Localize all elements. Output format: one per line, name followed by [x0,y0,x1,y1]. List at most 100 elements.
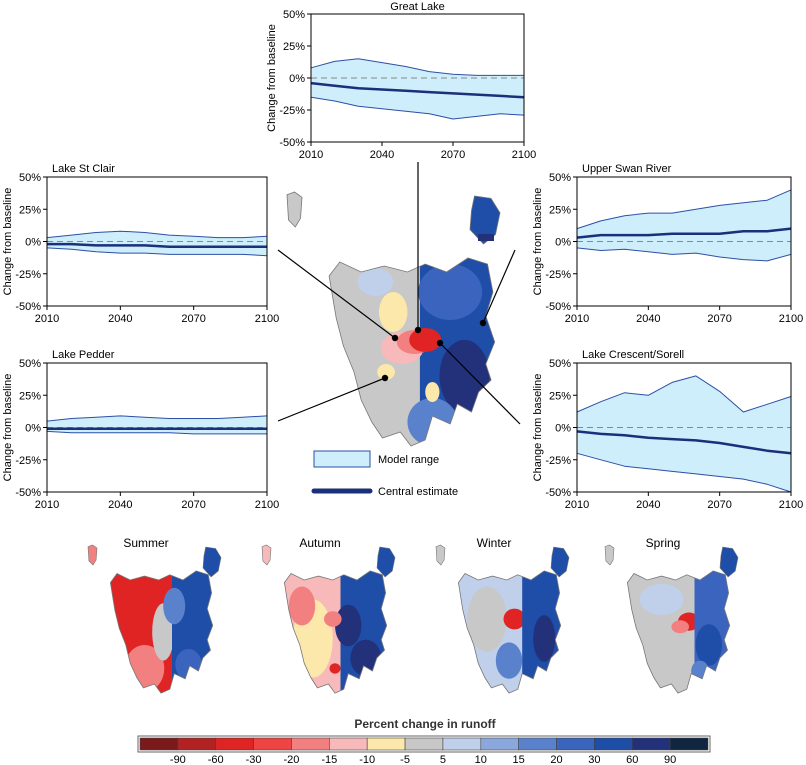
model-range-swatch [313,450,371,468]
range-upper-line [46,415,268,422]
y-axis-label: Change from baseline [532,188,544,296]
y-tick-label: 25% [549,204,571,216]
cape-barren-island [478,234,494,241]
colorbar-tick-label: 90 [664,754,676,765]
runoff-raster [110,570,213,694]
y-tick-label: -50% [15,301,41,313]
x-tick-label: 2010 [35,313,59,325]
coastline [626,570,731,694]
y-tick-label: 0% [25,423,41,435]
panel-upper-swan-river: 50% 25% 0% -25% -50%2010 2040 2070 2100 Upper Sw… [532,163,803,325]
panel-title: Upper Swan River [582,163,672,175]
coastline [328,257,496,447]
model-range-band [577,375,791,492]
runoff-zone [639,583,684,616]
y-tick-label: 50% [19,172,41,184]
x-tick-label: 2070 [441,149,465,161]
colorbar-segment [177,737,217,751]
runoff-zone [175,648,202,681]
range-lower-line [46,430,267,435]
king-island [286,191,303,228]
colorbar-segment [139,737,179,751]
site-marker [414,326,422,334]
x-tick-label: 2100 [255,499,279,511]
chart-legend: Model range Central estimate [311,450,458,498]
range-lower-line [576,452,792,493]
y-tick-label: 0% [555,237,571,249]
coastline [283,570,388,694]
colorbar-segment [631,737,671,751]
range-upper-line [576,375,792,413]
season-map-spring: Spring [604,536,739,694]
king-island [435,544,446,566]
panel-title: Lake Pedder [52,349,115,361]
bass-strait-islands [286,191,501,245]
colorbar-segment [329,737,368,751]
runoff-zone [439,340,490,412]
runoff-zone [425,382,440,402]
colorbar-tick-label: -5 [400,754,410,765]
runoff-zone [172,570,213,694]
runoff-zone [418,264,483,320]
colorbar-segment [556,737,595,751]
runoff-zone [378,292,408,332]
range-lower-line [310,96,525,120]
y-axis-label: Change from baseline [532,374,544,482]
y-tick-label: 25% [549,390,571,402]
y-tick-label: -25% [545,455,571,467]
y-tick-label: 25% [19,204,41,216]
x-tick-label: 2010 [565,499,589,511]
colorbar-segment [480,737,519,751]
y-tick-label: 50% [549,358,571,370]
colorbar-segment [253,737,292,751]
colorbar-title: Percent change in runoff [354,717,496,731]
panel-lake-pedder: 50% 25% 0% -25% -50%2010 2040 2070 2100 Lake Ped… [2,349,279,511]
main-map [328,257,496,447]
leader-line [482,249,516,324]
y-axis-label: Change from baseline [2,188,14,296]
model-range-label: Model range [378,454,439,466]
model-range-band [47,415,267,434]
colorbar-tick-label: 5 [440,754,446,765]
colorbar-frame [137,735,711,753]
colorbar-tick-label: 60 [626,754,638,765]
runoff-raster [284,570,387,694]
x-tick-label: 2100 [512,149,536,161]
season-1 [283,570,388,694]
runoff-zone [377,364,395,380]
flinders-island [202,546,222,578]
y-tick-label: -25% [15,269,41,281]
runoff-zone [409,328,442,352]
site-marker [391,334,399,342]
runoff-zone [357,268,394,296]
king-island [604,544,615,566]
season-label: Summer [123,536,168,550]
model-range-band [577,189,791,261]
season-0 [109,570,214,694]
site-marker [381,374,389,382]
y-tick-label: -25% [279,105,305,117]
colorbar-segment [669,737,709,751]
y-tick-label: -25% [15,455,41,467]
flinders-island [550,546,570,578]
y-tick-label: 0% [289,73,305,85]
y-tick-label: -50% [15,487,41,499]
colorbar-tick-label: -90 [170,754,186,765]
colorbar-tick-label: 30 [588,754,600,765]
season-3 [626,570,731,694]
runoff-zone [495,642,523,679]
colorbar-tick-label: 20 [550,754,562,765]
runoff-zone [288,586,316,626]
range-upper-line [310,58,524,76]
colorbar-segment [594,737,633,751]
runoff-raster [458,570,561,694]
central-estimate-label: Central estimate [378,486,458,498]
x-tick-label: 2010 [565,313,589,325]
y-tick-label: -25% [545,269,571,281]
tasmania-runoff-map [286,191,501,447]
colorbar: Percent change in runoff -90 -60 -30 -20 -15 -… [137,717,711,765]
site-marker [479,319,487,327]
y-tick-label: -50% [545,301,571,313]
colorbar-segment [366,737,406,751]
